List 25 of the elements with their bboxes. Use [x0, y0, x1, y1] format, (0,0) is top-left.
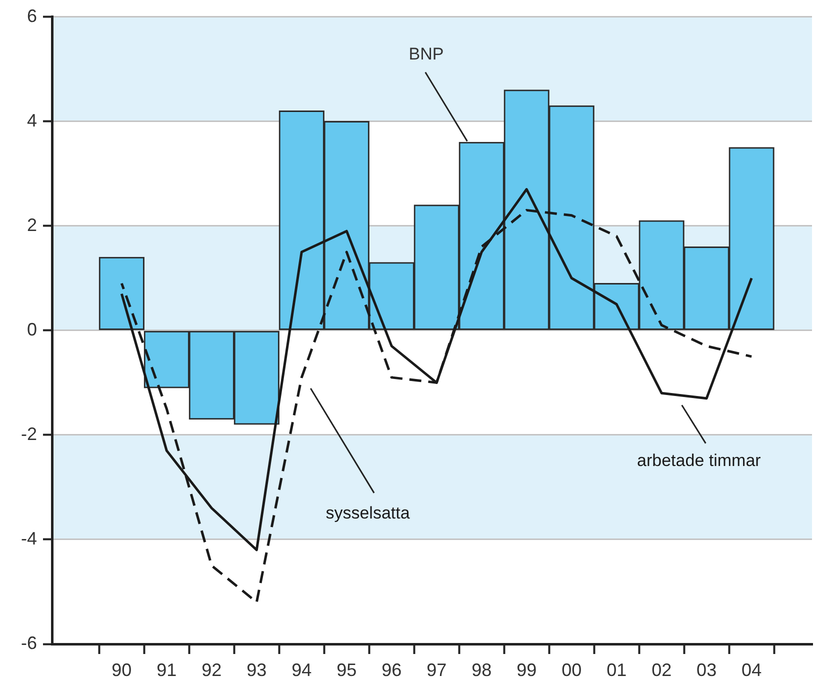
x-tick-label: 92 — [202, 660, 222, 680]
x-tick-label: 03 — [696, 660, 717, 680]
y-tick-label: -6 — [20, 632, 37, 653]
x-tick-label: 00 — [562, 660, 582, 680]
x-tick-label: 90 — [112, 660, 132, 680]
x-tick-label: 95 — [336, 660, 357, 680]
x-tick-label: 02 — [652, 660, 672, 680]
text: BNP — [408, 44, 444, 64]
y-tick-label: 4 — [26, 110, 37, 130]
y-tick-label: 6 — [26, 6, 37, 26]
x-tick-label: 94 — [292, 660, 312, 680]
x-tick-label: 01 — [606, 660, 627, 680]
text: sysselsatta — [326, 504, 410, 523]
legend-label: arbetade timmar — [637, 450, 762, 470]
y-tick-label: 2 — [26, 214, 37, 235]
x-tick-label: 04 — [742, 660, 762, 680]
y-tick-label: -2 — [20, 424, 37, 444]
x-tick-label: 91 — [156, 660, 177, 680]
y-tick-label: 0 — [26, 319, 37, 340]
y-tick-label: -4 — [20, 528, 37, 548]
x-tick-label: 96 — [382, 660, 402, 680]
x-tick-label: 97 — [426, 660, 447, 680]
x-tick-label: 98 — [472, 660, 492, 680]
x-tick-label: 99 — [516, 660, 537, 680]
x-tick-label: 93 — [246, 660, 267, 680]
